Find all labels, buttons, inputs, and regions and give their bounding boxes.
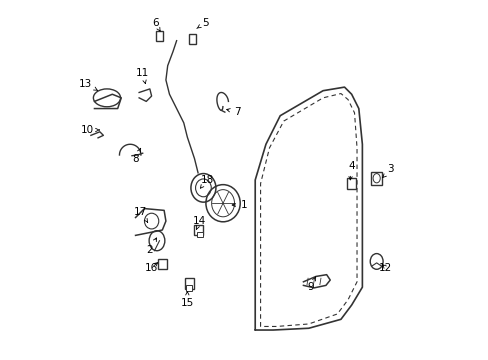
FancyBboxPatch shape — [193, 225, 202, 235]
FancyBboxPatch shape — [370, 172, 381, 185]
Text: 3: 3 — [382, 164, 393, 177]
FancyBboxPatch shape — [196, 231, 203, 237]
Text: 7: 7 — [226, 107, 240, 117]
Text: 14: 14 — [193, 216, 206, 229]
Text: 13: 13 — [79, 78, 97, 90]
Text: 12: 12 — [378, 262, 391, 273]
FancyBboxPatch shape — [346, 178, 355, 189]
Text: 10: 10 — [81, 125, 99, 135]
FancyBboxPatch shape — [185, 285, 192, 291]
Text: 9: 9 — [306, 277, 315, 292]
FancyBboxPatch shape — [156, 31, 163, 41]
Text: 16: 16 — [145, 262, 158, 273]
Text: 2: 2 — [146, 238, 156, 255]
Text: 18: 18 — [200, 175, 213, 188]
Text: 6: 6 — [152, 18, 160, 31]
Polygon shape — [303, 275, 329, 288]
Text: 5: 5 — [196, 18, 208, 28]
Text: 4: 4 — [347, 161, 354, 180]
Polygon shape — [135, 208, 165, 235]
FancyBboxPatch shape — [184, 278, 193, 289]
FancyBboxPatch shape — [189, 33, 196, 44]
Text: 15: 15 — [181, 292, 194, 308]
Text: 11: 11 — [136, 68, 149, 84]
Text: 8: 8 — [132, 148, 141, 163]
Text: 17: 17 — [134, 207, 147, 222]
FancyBboxPatch shape — [158, 258, 166, 269]
Text: 1: 1 — [232, 200, 247, 210]
